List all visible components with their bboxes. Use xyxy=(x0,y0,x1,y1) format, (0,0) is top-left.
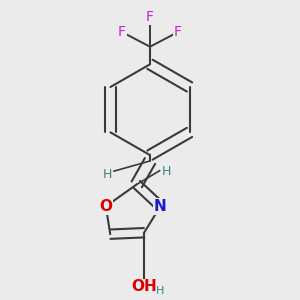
Text: H: H xyxy=(156,286,164,296)
Text: N: N xyxy=(154,199,167,214)
Text: OH: OH xyxy=(131,279,157,294)
Text: F: F xyxy=(174,25,182,39)
Text: H: H xyxy=(103,168,112,181)
Text: F: F xyxy=(146,11,154,24)
Text: O: O xyxy=(99,199,112,214)
Text: F: F xyxy=(118,25,126,39)
Text: H: H xyxy=(161,165,171,178)
